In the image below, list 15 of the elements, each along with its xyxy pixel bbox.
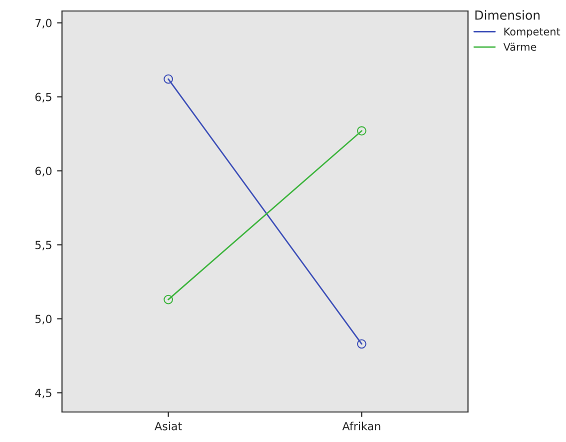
y-tick-label: 5,0 [35,314,52,324]
y-tick-label: 5,5 [35,240,52,250]
y-tick-label: 7,0 [36,18,52,28]
point [164,74,174,84]
x-tick-label: Afrikan [342,422,380,430]
y-tick-label: 6,5 [35,92,52,102]
y-tick-label: 6,0 [35,166,52,176]
point [356,126,366,136]
point [356,339,366,349]
x-tick-label: Asiat [154,422,182,430]
legend-title: Dimension [475,10,540,20]
legend-label: Värme [503,42,536,51]
y-tick-label: 4,5 [35,388,52,398]
point [164,294,174,304]
legend-label: Kompetent [504,28,560,38]
